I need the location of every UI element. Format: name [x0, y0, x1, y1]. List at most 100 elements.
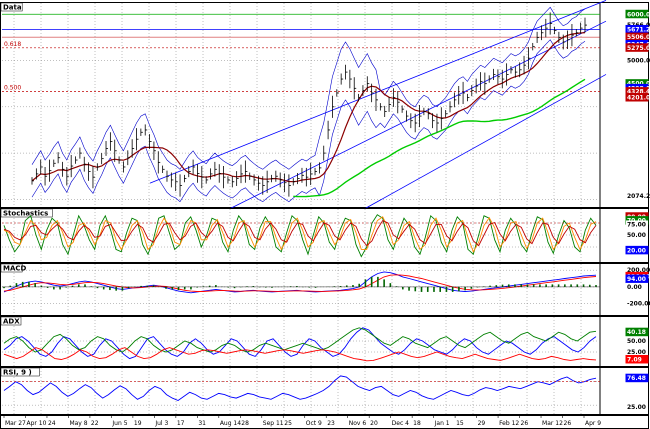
pane-frame: [0, 263, 649, 316]
moving-average-fast: [31, 32, 586, 183]
pane-title-badge: [0, 208, 53, 218]
axis-value-badge: [626, 266, 648, 274]
x-tick-label: Apr 10: [26, 420, 46, 427]
axis-value-badge: [625, 93, 649, 102]
pane-title: Data: [3, 4, 22, 12]
axis-value-label: 40.18: [627, 329, 646, 336]
adx-series-1: [3, 327, 597, 353]
x-tick-label: Mar 27: [5, 420, 26, 427]
axis-value-label: 5000.00: [627, 58, 650, 65]
axis-value-label: 94.00: [627, 276, 646, 283]
macd-series-1: [3, 274, 597, 292]
x-tick-label: May 8: [69, 420, 87, 427]
axis-value-label: 25.00: [627, 404, 646, 411]
axis-value-label: -200.00: [627, 301, 650, 308]
pane-frame: [0, 367, 649, 415]
axis-value-badge: [626, 348, 648, 356]
axis-value-badge: [625, 43, 649, 52]
axis-value-label: 6000.00: [627, 11, 650, 18]
x-tick-label: Sep 11: [263, 420, 284, 427]
axis-value-label: 200.00: [627, 267, 650, 274]
axis-value-badge: [625, 9, 649, 19]
axis-value-label: 50.00: [627, 338, 646, 345]
pane-title: RSI, 9 ): [3, 369, 32, 377]
x-tick-label: Mar 12: [542, 420, 563, 427]
x-tick-label: 26: [564, 420, 572, 427]
pane-rsi: RSI, 9 ) 76.48 25.00: [0, 367, 649, 415]
axis-value-badge: [626, 56, 648, 65]
x-tick-label: Jun 5: [111, 420, 127, 427]
axis-value-label: 5506.00: [627, 34, 650, 41]
x-axis: Mar 27 Apr 10 24 May 8 22 Jun 5 19 Jul 3 17 31 Aug…: [0, 415, 649, 429]
adx-series-0: [3, 327, 597, 360]
bollinger-band: [31, 6, 586, 170]
axis-value-badge: [626, 402, 648, 411]
trend-channel-line: [339, 74, 607, 223]
axis-value-badge: [626, 191, 648, 200]
x-tick-label: Jul 3: [154, 420, 168, 427]
pane-title: MACD: [3, 265, 27, 273]
stochastics-series-0: [3, 214, 597, 258]
stochastics-series-1: [3, 216, 597, 253]
pane-title-badge: [0, 2, 23, 12]
x-tick-label: 25: [284, 420, 292, 427]
x-tick-label: 29: [478, 420, 486, 427]
axis-value-label: 0.00: [627, 284, 642, 291]
x-tick-label: Feb 12: [499, 420, 519, 427]
axis-value-badge: [625, 274, 649, 284]
axis-value-label: 25.00: [627, 349, 646, 356]
axis-value-label: 76.48: [627, 375, 646, 382]
axis-value-label: 20.00: [627, 247, 646, 254]
axis-value-badge: [626, 231, 648, 239]
x-tick-label: 31: [198, 420, 206, 427]
axis-value-label: 50.00: [627, 232, 646, 239]
axis-value-badge: [625, 327, 649, 337]
x-tick-label: Oct 9: [306, 420, 322, 427]
axis-value-badge: [626, 21, 648, 29]
x-tick-label: 17: [177, 420, 185, 427]
axis-value-label: 75.00: [627, 221, 646, 228]
x-tick-label: 28: [241, 420, 249, 427]
x-tick-label: Nov 6: [349, 420, 367, 427]
axis-value-badge: [626, 337, 648, 345]
x-tick-label: 22: [91, 420, 99, 427]
pane-title: ADX: [3, 318, 20, 326]
axis-value-badge: [625, 245, 649, 255]
trend-channel-line: [149, 0, 607, 184]
pane-title-badge: [0, 263, 23, 273]
stochastics-series-2: [3, 220, 597, 247]
fib-level-label: 0.618: [4, 41, 21, 48]
x-tick-label: 23: [327, 420, 335, 427]
x-tick-label: Apr 9: [585, 420, 601, 427]
pane-title-badge: [0, 316, 22, 326]
axis-value-label: 4328.47: [627, 89, 650, 96]
axis-value-label: 5275.00: [627, 45, 650, 52]
x-tick-label: Jan 1: [434, 420, 450, 427]
rsi-series-0: [3, 375, 597, 402]
axis-value-badge: [625, 354, 649, 364]
x-tick-label: Aug 14: [220, 420, 241, 427]
adx-series-2: [3, 347, 597, 362]
axis-value-badge: [625, 373, 649, 383]
pane-title-badge: [0, 367, 40, 377]
x-tick-label: 20: [370, 420, 378, 427]
pane-price: Data0.6180.5006000.005766.005671.255506.…: [0, 0, 650, 223]
x-tick-label: 26: [521, 420, 529, 427]
x-tick-label: 19: [134, 420, 142, 427]
x-tick-label: 15: [456, 420, 464, 427]
axis-value-label: 7.09: [627, 356, 642, 363]
pane-frame: [0, 208, 649, 263]
trend-channel-line: [229, 20, 607, 209]
moving-average-slow: [293, 78, 586, 198]
fib-level-label: 0.500: [4, 85, 21, 92]
axis-value-label: 5671.25: [627, 26, 650, 33]
x-tick-label: Dec 4: [392, 420, 410, 427]
bollinger-band: [31, 39, 586, 203]
pane-adx: ADX 50.00 40.18 25.007.09: [0, 316, 649, 367]
x-tick-label: 18: [413, 420, 421, 427]
axis-value-badge: [626, 220, 648, 228]
axis-value-badge: [626, 282, 648, 291]
